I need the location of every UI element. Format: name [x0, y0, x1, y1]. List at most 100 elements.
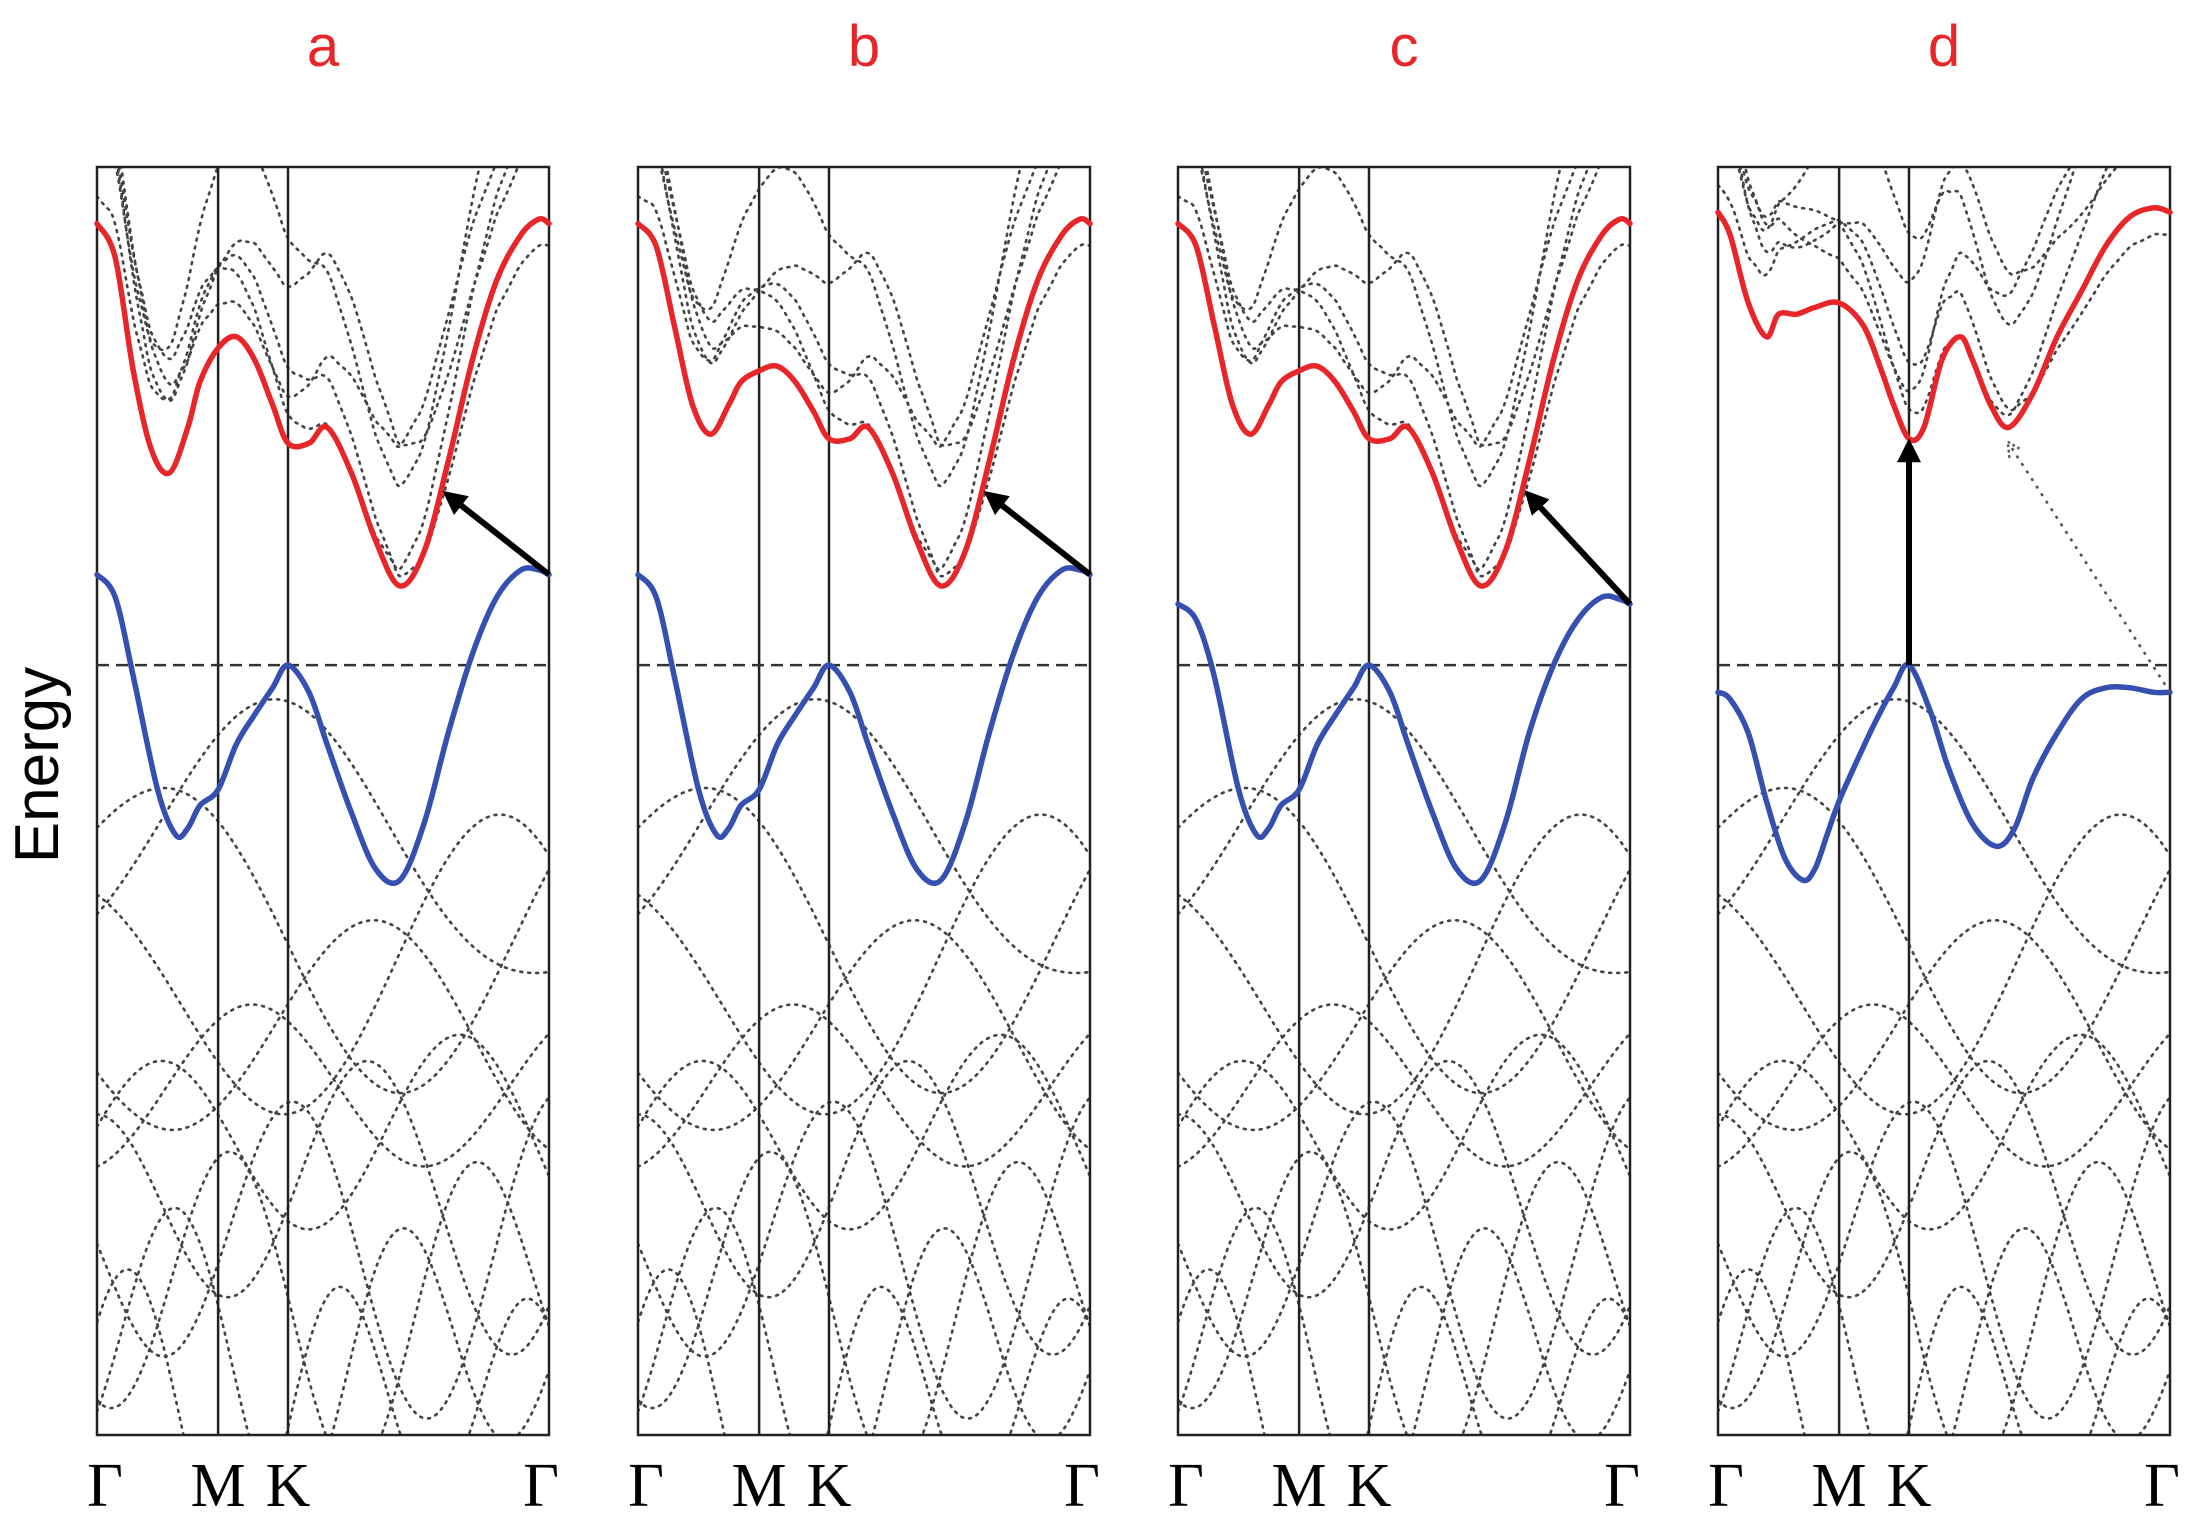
other-band-15: [638, 1206, 1090, 1435]
panel-label-d: d: [1928, 14, 1960, 79]
other-band-12: [638, 1059, 1090, 1356]
k-tick-label-1: Γ: [628, 1452, 664, 1520]
panel-frame: [1176, 165, 1632, 1437]
other-band-4: [1738, 167, 2119, 284]
valence-band-line: [94, 565, 552, 886]
other-band-3: [1743, 167, 2072, 393]
k-tick-label-1: Γ: [1168, 1452, 1204, 1520]
panel-frame: [636, 165, 1092, 1437]
k-tick-label-1: Γ: [87, 1452, 123, 1520]
other-band-11: [1718, 1033, 2170, 1231]
k-tick-label-2: M: [191, 1452, 246, 1520]
k-tick-label-2: M: [732, 1452, 787, 1520]
k-tick-label-3: K: [1887, 1452, 1932, 1520]
other-band-10: [1718, 1003, 2170, 1168]
k-tick-label-3: K: [266, 1452, 311, 1520]
other-band-5: [114, 167, 481, 488]
other-band-12: [1178, 1059, 1630, 1356]
other-band-10: [638, 1003, 1090, 1168]
k-tick-label-1: Γ: [1708, 1452, 1744, 1520]
other-band-1: [1718, 183, 2170, 412]
conduction-band-line: [635, 215, 1093, 589]
conduction-band-line: [1175, 215, 1633, 589]
other-band-8: [1718, 813, 2170, 1116]
other-band-12: [97, 1059, 549, 1356]
other-band-16: [1178, 1268, 1630, 1435]
other-band-16: [1718, 1268, 2170, 1435]
other-band-2: [1203, 167, 1590, 571]
k-tick-label-2: M: [1272, 1452, 1327, 1520]
other-bands: [97, 167, 549, 1435]
other-band-14: [1718, 1150, 2170, 1435]
other-band-9: [97, 918, 549, 1151]
other-band-10: [1178, 1003, 1630, 1168]
other-band-14: [638, 1150, 1090, 1435]
other-band-5: [659, 167, 1022, 488]
panel-a: aΓ M K Γ: [87, 14, 559, 1520]
k-tick-label-4: Γ: [523, 1452, 559, 1520]
panel-label-a: a: [307, 14, 340, 79]
panel-label-b: b: [848, 14, 880, 79]
y-axis-label: Energy: [3, 667, 72, 863]
panel-d: dΓ M K Γ: [1708, 14, 2180, 1520]
valence-band-line: [635, 565, 1093, 886]
other-band-8: [638, 813, 1090, 1116]
other-band-8: [1178, 813, 1630, 1116]
other-band-16: [97, 1268, 549, 1435]
other-bands: [1718, 167, 2170, 1435]
other-band-4: [116, 167, 520, 447]
conduction-band-line: [94, 215, 552, 589]
panel-frame: [95, 165, 551, 1437]
other-band-6: [1178, 697, 1630, 975]
other-band-6: [97, 697, 549, 975]
other-band-7: [97, 786, 549, 1095]
other-band-9: [1178, 918, 1630, 1151]
other-band-14: [1178, 1150, 1630, 1435]
other-bands: [1178, 167, 1630, 1435]
other-band-1: [97, 195, 549, 578]
other-band-3: [665, 167, 1038, 449]
other-band-2: [663, 167, 1050, 571]
k-tick-label-3: K: [1347, 1452, 1392, 1520]
panel-label-c: c: [1390, 14, 1419, 79]
other-band-15: [1178, 1206, 1630, 1435]
other-band-7: [1718, 786, 2170, 1095]
other-band-13: [1718, 1095, 2170, 1420]
other-band-6: [1718, 697, 2170, 975]
valence-band-line: [1715, 661, 2173, 884]
other-band-15: [1718, 1206, 2170, 1435]
panel-b: bΓ M K Γ: [628, 14, 1100, 1520]
other-band-7: [1178, 786, 1630, 1095]
other-band-15: [97, 1206, 549, 1435]
other-band-14: [97, 1150, 549, 1435]
transition-arrow-1: [983, 490, 1092, 577]
other-band-10: [97, 1003, 549, 1168]
k-tick-label-2: M: [1812, 1452, 1867, 1520]
other-band-11: [1178, 1033, 1630, 1231]
other-band-4: [1200, 167, 1601, 447]
conduction-band-line: [1715, 204, 2173, 444]
other-band-2: [117, 167, 509, 571]
other-bands: [638, 167, 1090, 1435]
other-band-12: [1718, 1059, 2170, 1356]
valence-band-line: [1175, 593, 1633, 886]
other-band-5: [1199, 167, 1562, 488]
other-band-6: [638, 697, 1090, 975]
other-band-9: [1718, 918, 2170, 1151]
transition-arrow-dotted-2: [2009, 443, 2172, 694]
k-tick-label-4: Γ: [1604, 1452, 1640, 1520]
other-band-13: [97, 1095, 549, 1420]
other-band-5: [1737, 167, 2077, 327]
transition-arrow-1: [442, 490, 551, 577]
other-band-7: [638, 786, 1090, 1095]
k-tick-label-3: K: [807, 1452, 852, 1520]
other-band-8: [97, 813, 549, 1116]
other-band-3: [1205, 167, 1578, 449]
other-band-1: [1178, 195, 1630, 578]
transition-arrow-1: [1524, 490, 1633, 607]
other-band-11: [97, 1033, 549, 1231]
other-band-13: [638, 1095, 1090, 1420]
other-band-9: [638, 918, 1090, 1151]
k-tick-label-4: Γ: [1064, 1452, 1100, 1520]
other-band-13: [1178, 1095, 1630, 1420]
